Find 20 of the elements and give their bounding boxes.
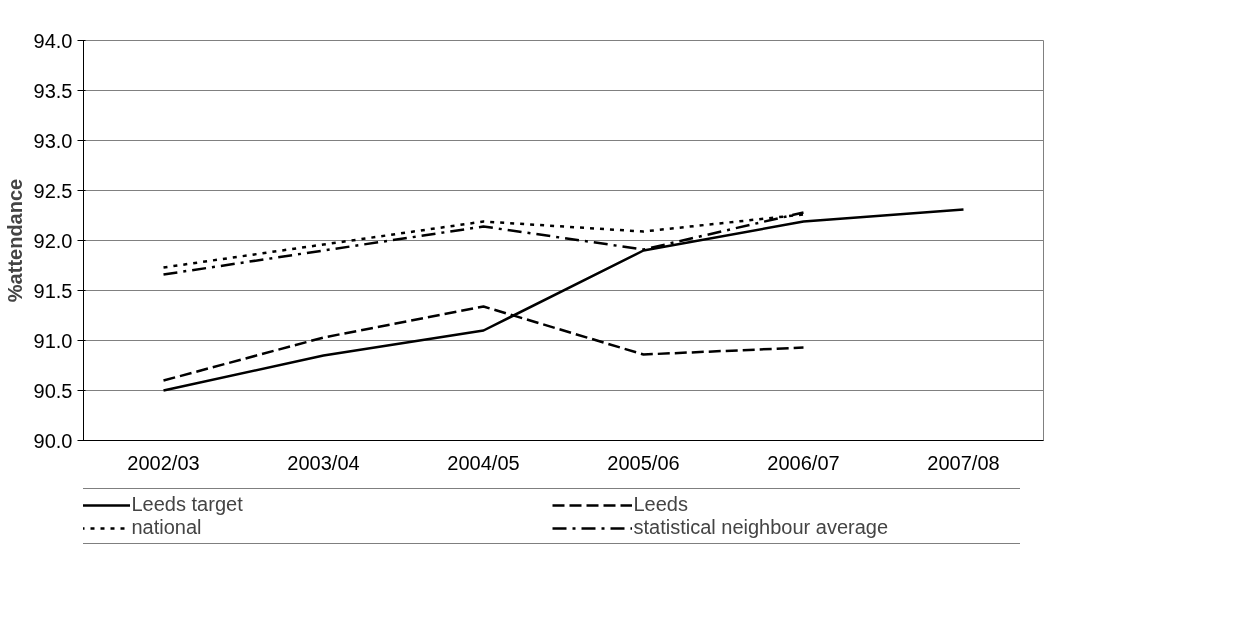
legend-label: statistical neighbour average bbox=[633, 516, 890, 539]
legend-label: national bbox=[131, 516, 203, 539]
x-tick-label: 2003/04 bbox=[287, 451, 360, 474]
x-tick-label: 2007/08 bbox=[927, 451, 1000, 474]
y-tick-label: 94.0 bbox=[33, 29, 73, 52]
y-tick-label: 93.5 bbox=[33, 79, 73, 102]
y-tick-label: 93.0 bbox=[33, 129, 73, 152]
y-tick-label: 92.5 bbox=[33, 179, 73, 202]
x-tick-label: 2002/03 bbox=[127, 451, 200, 474]
y-tick-label: 90.5 bbox=[33, 379, 73, 402]
y-tick-label: 92.0 bbox=[33, 229, 73, 252]
x-tick-label: 2005/06 bbox=[607, 451, 680, 474]
x-tick-label: 2004/05 bbox=[447, 451, 520, 474]
x-tick-label: 2006/07 bbox=[767, 451, 840, 474]
legend-label: Leeds target bbox=[131, 493, 244, 516]
y-tick-label: 91.5 bbox=[33, 279, 73, 302]
legend-label: Leeds bbox=[633, 493, 689, 516]
y-tick-label: 91.0 bbox=[33, 329, 73, 352]
y-axis-title: %attendance bbox=[3, 178, 26, 303]
y-tick-label: 90.0 bbox=[33, 429, 73, 452]
